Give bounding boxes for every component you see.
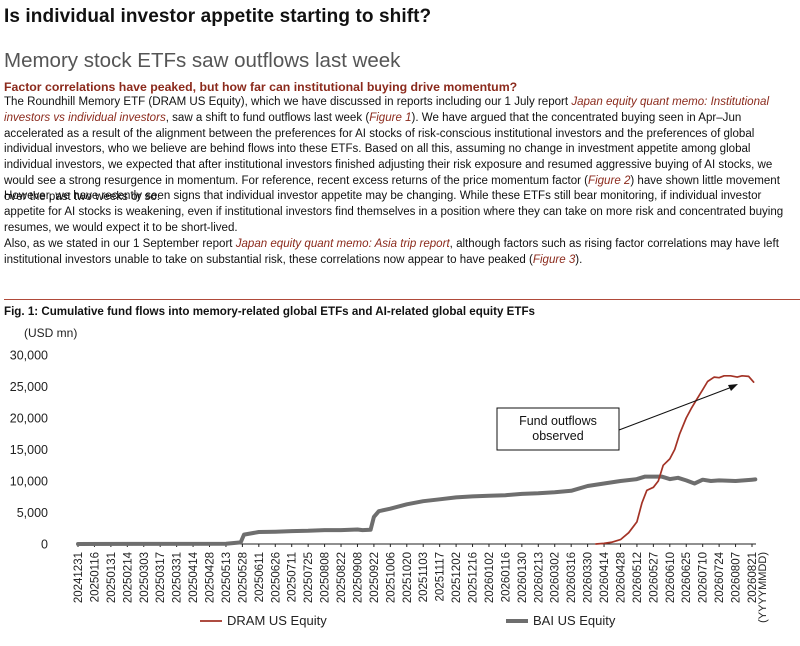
chart-legend: DRAM US Equity BAI US Equity [200,613,616,628]
paragraph-2: However, we have recently seen signs tha… [4,190,784,234]
y-tick-label: 15,000 [10,443,48,457]
legend-label: BAI US Equity [533,613,616,628]
x-tick-label: 20250922 [369,552,381,603]
series-line-dram [594,374,755,545]
section-divider [4,299,800,300]
y-tick-label: 5,000 [17,506,48,520]
paragraph-1: The Roundhill Memory ETF (DRAM US Equity… [4,95,796,206]
x-tick-label: 20250528 [237,552,249,603]
x-tick-label: 20260213 [533,552,545,603]
x-tick-label: 20241231 [73,552,85,603]
paragraph-1-text-d: ) have shown little movement over the pa… [4,174,780,203]
figure-title: Fig. 1: Cumulative fund flows into memor… [4,305,536,318]
paragraph-1-text-b: , saw a shift to fund outflows last week… [165,111,370,124]
x-axis-label: (YYYYMMDD) [757,552,769,623]
x-tick-label: 20260302 [550,552,562,603]
figure-3-link[interactable]: Figure 3 [532,253,576,266]
report-link-institutional-vs-individual[interactable]: Japan equity quant memo: Institutional i… [4,96,770,124]
paragraph-1-text-a: The Roundhill Memory ETF (DRAM US Equity… [4,96,572,108]
legend-label: DRAM US Equity [227,613,327,628]
x-tick-label: 20250822 [336,552,348,603]
paragraph-3-text-b: , although factors such as rising factor… [4,238,779,266]
subheading: Factor correlations have peaked, but how… [4,80,518,94]
y-axis: 0 5,000 10,000 15,000 20,000 25,000 30,000 [10,349,48,552]
x-tick-label: 20250908 [352,552,364,603]
x-tick-label: 20250808 [320,552,332,603]
x-tick-label: 20250317 [155,552,167,603]
x-tick-label: 20260610 [665,552,677,603]
x-tick-label: 20251020 [402,552,414,603]
y-tick-label: 10,000 [10,475,48,489]
y-tick-label: 20,000 [10,412,48,426]
series-line-bai [76,474,758,546]
x-tick-label: 20250214 [122,551,134,603]
paragraph-3: Also, as we stated in our 1 September re… [4,237,796,269]
x-tick-label: 20250116 [89,552,101,602]
x-tick-label: 20251103 [418,552,430,602]
x-tick-label: 20260130 [517,552,529,603]
annotation-box [496,407,620,451]
x-tick-label: 20260316 [566,552,578,603]
x-tick-label: 20250626 [270,552,282,603]
x-tick-label: 20251006 [385,552,397,603]
x-tick-label: 20260102 [484,552,496,603]
section-title: Memory stock ETFs saw outflows last week [4,49,401,72]
x-tick-label: 20250331 [172,552,184,603]
y-tick-label: 30,000 [10,349,48,363]
x-axis: 20241231 20250116 20250131 20250214 20250303… [73,543,769,623]
x-tick-label: 20260710 [698,552,710,603]
x-tick-label: 20260428 [615,552,627,603]
x-tick-label: 20250303 [139,552,151,603]
figure-1-link[interactable]: Figure 1 [369,111,412,124]
series-layer [76,374,758,546]
annotation-text: observed [532,429,583,443]
x-tick-label: 20251117 [435,552,447,601]
x-tick-label: 20250725 [303,552,315,603]
y-unit-label: (USD mn) [24,326,77,340]
x-tick-label: 20260821 [747,552,759,603]
annotation-arrowhead [728,384,738,391]
x-tick-label: 20260512 [632,552,644,603]
x-tick-label: 20260807 [731,552,743,603]
x-tick-label: 20260330 [583,552,595,603]
paragraph-3-text-c: ). [575,253,583,266]
x-tick-label: 20260724 [714,551,726,603]
x-tick-label: 20260116 [500,552,512,602]
report-link-asia-trip[interactable]: Japan equity quant memo: Asia trip repor… [235,238,450,250]
x-tick-label: 20250428 [205,552,217,603]
x-tick-label: 20260527 [648,552,660,603]
x-tick-label: 20250513 [221,552,233,603]
page-title: Is individual investor appetite starting… [4,6,432,27]
x-tick-label: 20251216 [468,552,480,603]
x-tick-label: 20250711 [287,552,299,602]
x-tick-label: 20260414 [599,551,611,603]
y-tick-label: 25,000 [10,380,48,394]
x-tick-label: 20250131 [106,552,118,603]
fund-flows-line-chart: (USD mn) 0 5,000 10,000 15,000 20,000 25,000 3… [10,326,769,628]
x-tick-label: 20260625 [681,552,693,603]
annotation-arrow [618,386,733,431]
y-tick-label: 0 [41,538,48,552]
paragraph-3-text-a: Also, as we stated in our 1 September re… [4,238,236,250]
paragraph-1-text-c: ). We have argued that the concentrated … [4,111,773,187]
figure-2-link[interactable]: Figure 2 [588,174,631,187]
annotation-text: Fund outflows [519,414,597,428]
x-tick-label: 20251202 [451,552,463,603]
x-tick-label: 20250414 [188,551,200,603]
x-tick-label: 20250611 [254,552,266,602]
